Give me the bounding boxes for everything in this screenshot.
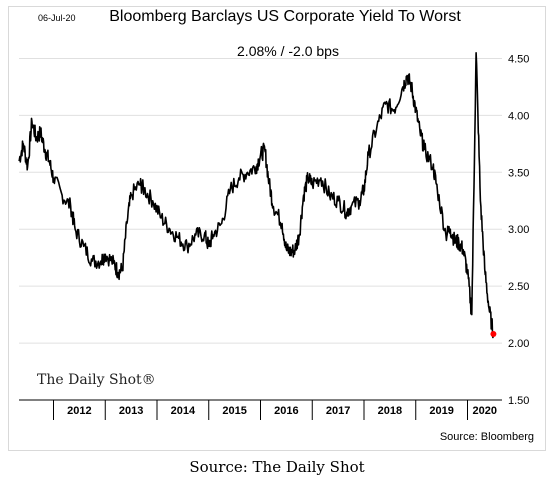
y-tick-label: 4.00 bbox=[508, 110, 529, 122]
x-tick-label: 2013 bbox=[119, 405, 143, 417]
chart-subtitle: 2.08% / -2.0 bps bbox=[237, 43, 339, 59]
y-tick-label: 2.50 bbox=[508, 281, 529, 293]
y-tick-label: 2.00 bbox=[508, 338, 529, 350]
x-tick-label: 2015 bbox=[222, 405, 246, 417]
x-tick-label: 2019 bbox=[429, 405, 453, 417]
x-tick-label: 2017 bbox=[326, 405, 350, 417]
x-tick-label: 2012 bbox=[67, 405, 91, 417]
last-value-marker bbox=[490, 331, 497, 337]
source-label: Source: Bloomberg bbox=[439, 431, 534, 443]
y-tick-label: 1.50 bbox=[508, 395, 529, 407]
chart-title: Bloomberg Barclays US Corporate Yield To… bbox=[109, 8, 461, 25]
x-tick-label: 2018 bbox=[378, 405, 402, 417]
x-tick-label: 2020 bbox=[473, 405, 497, 417]
caption: Source: The Daily Shot bbox=[189, 458, 365, 476]
yield-line bbox=[18, 52, 495, 339]
x-tick-label: 2014 bbox=[171, 405, 196, 417]
y-tick-label: 3.00 bbox=[508, 224, 529, 236]
watermark-logo: The Daily Shot® bbox=[37, 372, 156, 388]
y-tick-label: 3.50 bbox=[508, 167, 529, 179]
chart-frame bbox=[8, 6, 546, 451]
y-tick-label: 4.50 bbox=[508, 53, 529, 65]
x-tick-label: 2016 bbox=[274, 405, 298, 417]
date-stamp: 06-Jul-20 bbox=[38, 13, 76, 23]
